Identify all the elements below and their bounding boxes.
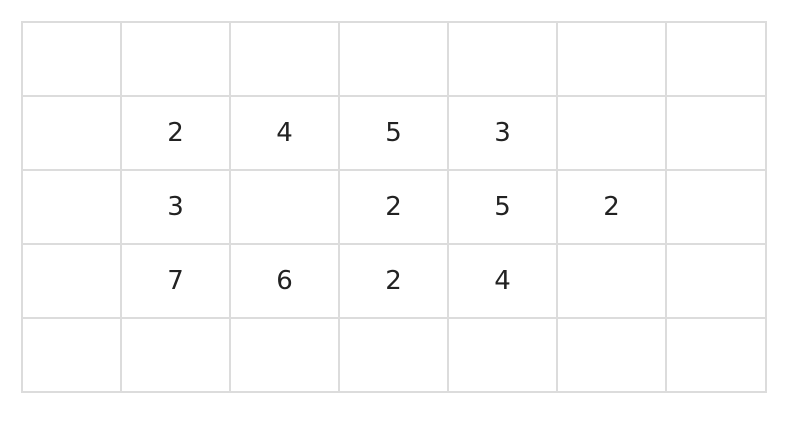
grid-cell[interactable]: 4 (447, 243, 558, 319)
grid-cell[interactable]: 2 (338, 169, 449, 245)
grid-cell[interactable] (338, 21, 449, 97)
grid-cell[interactable]: 2 (120, 95, 231, 171)
grid-cell[interactable] (556, 21, 667, 97)
grid-cell[interactable] (447, 317, 558, 393)
grid-cell[interactable] (556, 317, 667, 393)
grid-cell[interactable] (665, 317, 767, 393)
grid-cell[interactable] (21, 21, 122, 97)
grid-cell[interactable] (21, 317, 122, 393)
grid-row (21, 317, 767, 393)
grid-row (21, 21, 767, 97)
grid-cell[interactable] (665, 95, 767, 171)
grid-cell[interactable] (120, 317, 231, 393)
grid-cell[interactable] (556, 243, 667, 319)
grid-cell[interactable] (229, 21, 340, 97)
grid-cell[interactable] (21, 169, 122, 245)
grid-cell[interactable] (229, 169, 340, 245)
grid-cell[interactable]: 5 (447, 169, 558, 245)
grid-cell[interactable]: 2 (338, 243, 449, 319)
grid-cell[interactable]: 4 (229, 95, 340, 171)
grid-cell[interactable] (120, 21, 231, 97)
grid-cell[interactable] (665, 21, 767, 97)
grid-cell[interactable] (21, 243, 122, 319)
grid-cell[interactable] (338, 317, 449, 393)
grid-cell[interactable] (229, 317, 340, 393)
grid-cell[interactable] (665, 243, 767, 319)
grid-cell[interactable] (665, 169, 767, 245)
grid-cell[interactable]: 6 (229, 243, 340, 319)
grid-cell[interactable]: 7 (120, 243, 231, 319)
grid-cell[interactable] (447, 21, 558, 97)
grid-cell[interactable]: 2 (556, 169, 667, 245)
grid-cell[interactable]: 5 (338, 95, 449, 171)
grid-cell[interactable]: 3 (120, 169, 231, 245)
grid-cell[interactable] (21, 95, 122, 171)
grid-cell[interactable]: 3 (447, 95, 558, 171)
grid-cell[interactable] (556, 95, 667, 171)
